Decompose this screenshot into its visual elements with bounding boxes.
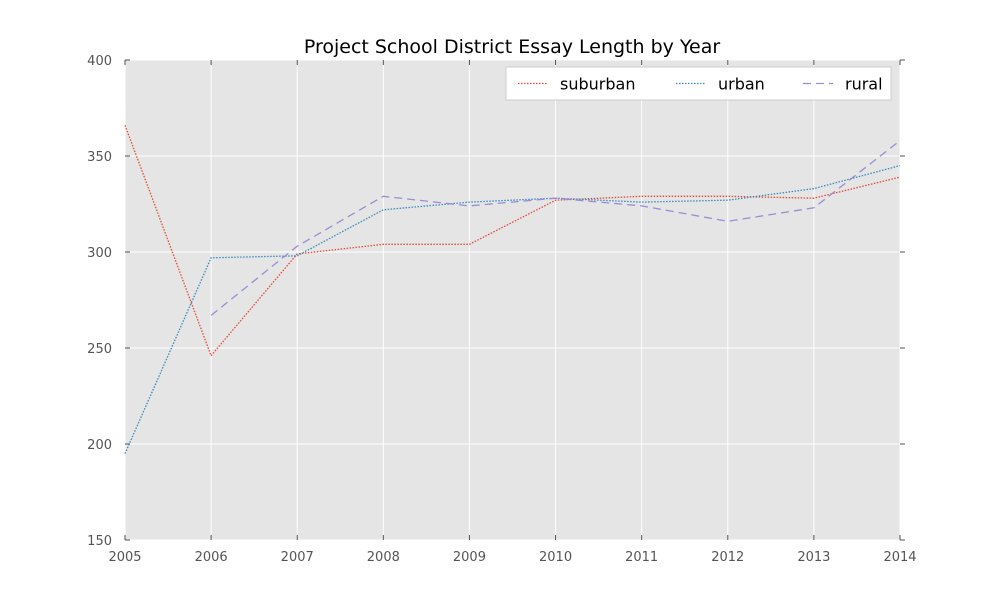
y-tick-label: 350 bbox=[87, 150, 112, 165]
chart-title: Project School District Essay Length by … bbox=[304, 36, 721, 58]
x-tick-label: 2012 bbox=[711, 550, 744, 565]
legend-label-rural: rural bbox=[845, 75, 883, 94]
x-tick-label: 2014 bbox=[883, 550, 916, 565]
plot-area bbox=[125, 60, 900, 540]
y-tick-label: 400 bbox=[87, 54, 112, 69]
x-tick-label: 2013 bbox=[797, 550, 830, 565]
x-tick-label: 2007 bbox=[281, 550, 314, 565]
x-tick-label: 2011 bbox=[625, 550, 658, 565]
x-tick-label: 2006 bbox=[195, 550, 228, 565]
series-line-suburban bbox=[124, 125, 901, 357]
legend-label-urban: urban bbox=[718, 75, 765, 94]
x-tick-label: 2008 bbox=[367, 550, 400, 565]
legend: suburban urban rural bbox=[505, 66, 892, 101]
y-tick-label: 150 bbox=[87, 534, 112, 549]
x-tick-label: 2009 bbox=[453, 550, 486, 565]
y-tick-label: 200 bbox=[87, 438, 112, 453]
grid bbox=[124, 59, 901, 541]
series-line-rural bbox=[210, 140, 901, 316]
x-tick-label: 2005 bbox=[108, 550, 141, 565]
series-line-urban bbox=[124, 164, 901, 454]
axis-ticks: 2005 2006 2007 2008 2009 2010 2011 2012 2013 2014… bbox=[87, 54, 916, 565]
legend-label-suburban: suburban bbox=[560, 75, 635, 94]
x-tick-label: 2010 bbox=[539, 550, 572, 565]
y-tick-label: 300 bbox=[87, 246, 112, 261]
y-tick-label: 250 bbox=[87, 342, 112, 357]
series-lines bbox=[124, 125, 901, 454]
